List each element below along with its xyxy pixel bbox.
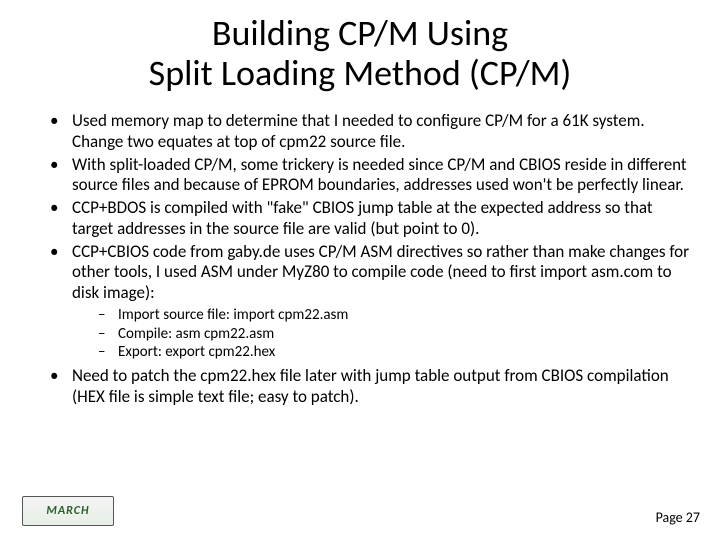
sub-bullet-text: Compile: asm cpm22.asm <box>118 325 274 343</box>
page-number: Page 27 <box>656 509 700 526</box>
sub-bullet-text: Export: export cpm22.hex <box>118 343 275 361</box>
slide: Building CP/M Using Split Loading Method… <box>0 0 720 540</box>
bullet-item: CCP+BDOS is compiled with "fake" CBIOS j… <box>50 198 690 239</box>
bullet-text: Used memory map to determine that I need… <box>72 110 645 152</box>
slide-title: Building CP/M Using Split Loading Method… <box>30 14 690 93</box>
bullet-item: Used memory map to determine that I need… <box>50 111 690 152</box>
bullet-item: CCP+CBIOS code from gaby.de uses CP/M AS… <box>50 242 690 362</box>
title-line-2: Split Loading Method (CP/M) <box>149 51 572 95</box>
bullet-list: Used memory map to determine that I need… <box>30 111 690 407</box>
bullet-text: Need to patch the cpm22.hex file later w… <box>72 365 669 407</box>
bullet-item: Need to patch the cpm22.hex file later w… <box>50 366 690 407</box>
bullet-item: With split-loaded CP/M, some trickery is… <box>50 155 690 196</box>
bullet-text: CCP+CBIOS code from gaby.de uses CP/M AS… <box>72 241 689 303</box>
title-line-1: Building CP/M Using <box>212 11 508 55</box>
bullet-text: CCP+BDOS is compiled with "fake" CBIOS j… <box>72 197 653 239</box>
logo-text: MARCH <box>46 504 89 518</box>
sub-bullet-text: Import source file: import cpm22.asm <box>118 306 348 324</box>
sub-bullet-item: Export: export cpm22.hex <box>98 343 690 362</box>
bullet-text: With split-loaded CP/M, some trickery is… <box>72 154 687 196</box>
logo: MARCH <box>22 496 114 526</box>
sub-bullet-item: Compile: asm cpm22.asm <box>98 325 690 344</box>
sub-bullet-list: Import source file: import cpm22.asm Com… <box>72 306 690 362</box>
sub-bullet-item: Import source file: import cpm22.asm <box>98 306 690 325</box>
